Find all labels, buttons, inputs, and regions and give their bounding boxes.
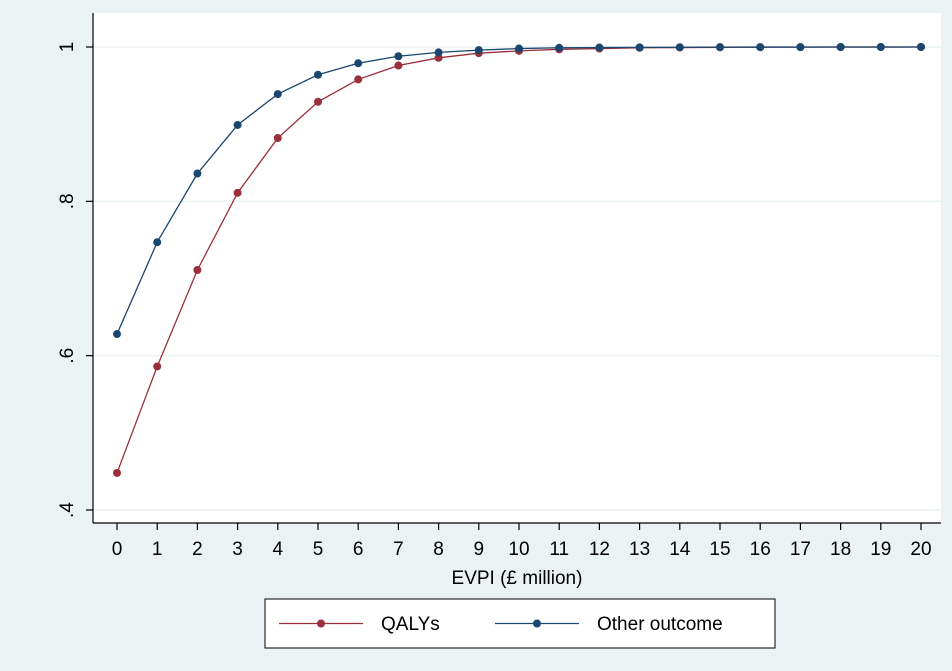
x-tick-label: 6 xyxy=(353,539,364,560)
data-point-other-outcome xyxy=(434,48,443,57)
x-tick-label: 19 xyxy=(870,539,891,560)
data-point-qalys xyxy=(233,188,242,197)
data-point-other-outcome xyxy=(595,43,604,52)
x-tick-label: 12 xyxy=(589,539,610,560)
series-layer xyxy=(113,43,925,477)
data-point-qalys xyxy=(153,362,162,371)
x-tick-label: 2 xyxy=(192,539,203,560)
data-point-other-outcome xyxy=(917,43,925,51)
x-tick-label: 0 xyxy=(112,539,123,560)
x-tick-label: 18 xyxy=(830,539,851,560)
y-tick-label: .4 xyxy=(57,502,78,518)
legend: QALYs Other outcome xyxy=(264,598,776,649)
legend-marker-qalys xyxy=(317,619,325,628)
legend-label-other-outcome: Other outcome xyxy=(597,614,723,635)
data-point-qalys xyxy=(314,97,322,106)
data-point-qalys xyxy=(273,134,282,143)
data-point-other-outcome xyxy=(716,43,724,52)
x-tick-label: 7 xyxy=(393,539,404,560)
data-point-other-outcome xyxy=(314,70,322,79)
x-tick-label: 5 xyxy=(313,539,324,560)
x-tick-label: 14 xyxy=(669,539,691,560)
data-point-other-outcome xyxy=(515,44,523,53)
x-tick-label: 1 xyxy=(152,539,163,560)
x-tick-label: 11 xyxy=(549,539,569,560)
x-tick-label: 15 xyxy=(709,539,730,560)
legend-label-qalys: QALYs xyxy=(381,614,440,635)
data-point-other-outcome xyxy=(876,43,885,51)
data-point-other-outcome xyxy=(153,238,162,247)
y-tick-label: .8 xyxy=(57,193,78,209)
data-point-qalys xyxy=(193,266,202,275)
plot-area xyxy=(93,13,941,523)
data-point-other-outcome xyxy=(394,52,403,61)
data-point-other-outcome xyxy=(675,43,684,52)
x-tick-label: 20 xyxy=(910,539,931,560)
data-point-other-outcome xyxy=(555,43,564,52)
data-point-other-outcome xyxy=(233,120,242,129)
x-tick-label: 4 xyxy=(273,539,284,560)
data-point-other-outcome xyxy=(113,330,121,339)
data-point-other-outcome xyxy=(474,46,483,55)
data-point-qalys xyxy=(113,468,121,477)
y-tick-label: 1 xyxy=(57,42,78,53)
y-tick-label: .6 xyxy=(57,348,78,364)
x-tick-label: 13 xyxy=(629,539,650,560)
legend-marker-other-outcome xyxy=(533,619,541,628)
data-point-other-outcome xyxy=(796,43,805,52)
data-point-other-outcome xyxy=(354,59,363,68)
data-point-other-outcome xyxy=(836,43,845,51)
x-tick-label: 3 xyxy=(232,539,243,560)
series-other-outcome xyxy=(113,43,925,339)
data-point-other-outcome xyxy=(273,90,282,99)
data-point-qalys xyxy=(354,75,363,84)
data-point-qalys xyxy=(394,61,403,70)
x-tick-label: 16 xyxy=(750,539,771,560)
x-tick-label: 10 xyxy=(508,539,529,560)
x-axis-title: EVPI (£ million) xyxy=(452,568,583,589)
data-point-other-outcome xyxy=(635,43,644,52)
y-ticks: .4 .6 .8 1 xyxy=(57,42,93,518)
x-ticks: 0 1 2 3 4 5 6 7 8 9 10 11 12 13 14 15 16 17 18 19 20 xyxy=(112,523,932,560)
x-tick-label: 9 xyxy=(474,539,485,560)
data-point-other-outcome xyxy=(756,43,765,52)
x-tick-label: 8 xyxy=(433,539,444,560)
x-tick-label: 17 xyxy=(790,539,811,560)
data-point-other-outcome xyxy=(193,169,202,178)
